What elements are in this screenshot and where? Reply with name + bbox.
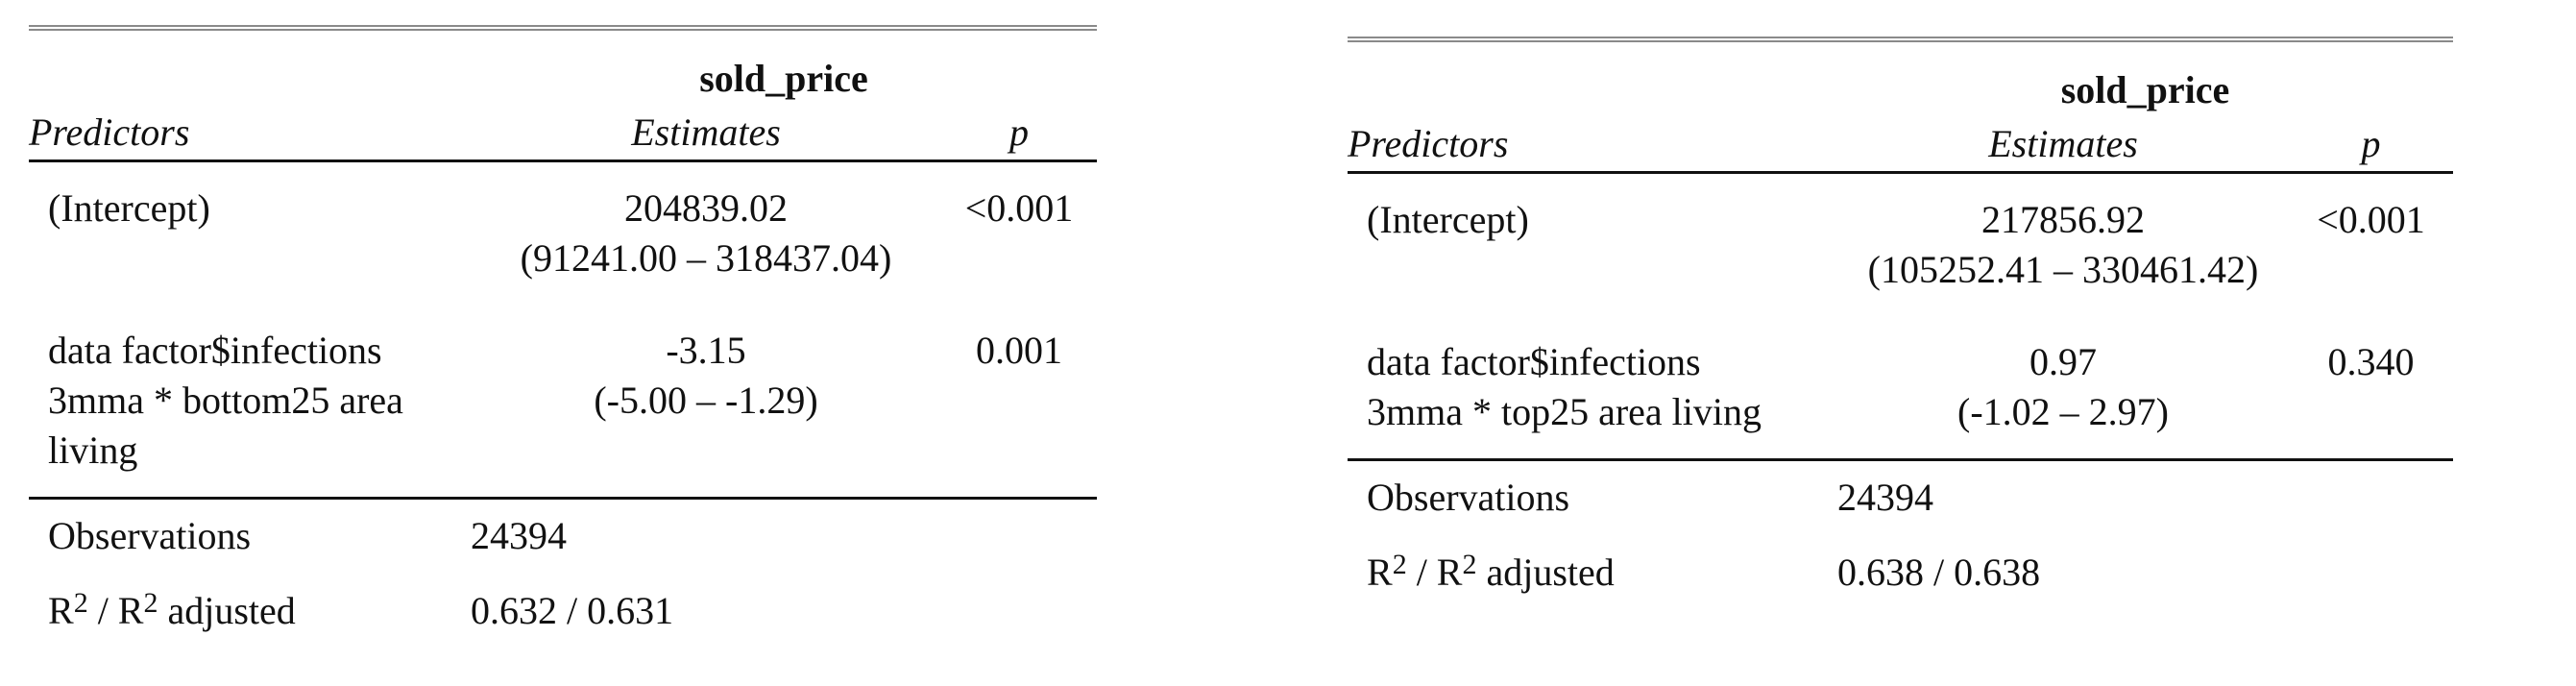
- estimate-cell: 217856.92 (105252.41 – 330461.42): [1837, 173, 2289, 317]
- p-value: <0.001: [964, 186, 1074, 230]
- observations-row: Observations 24394: [1348, 458, 2453, 536]
- regression-table-right: sold_price Predictors Estimates p (Inter…: [1348, 37, 2453, 601]
- r-squared-label: R2 / R2 adjusted: [1367, 549, 1615, 595]
- observations-label: Observations: [29, 497, 471, 575]
- r-squared-row: R2 / R2 adjusted 0.638 / 0.638: [1348, 536, 2453, 601]
- predictors-header: Predictors: [29, 108, 471, 162]
- dependent-variable-label: sold_price: [699, 57, 868, 100]
- observations-row: Observations 24394: [29, 497, 1097, 575]
- observations-value: 24394: [471, 497, 1097, 575]
- predictor-name-line: living: [48, 429, 138, 472]
- regression-table-left: sold_price Predictors Estimates p (Inter…: [29, 25, 1097, 640]
- table-row: (Intercept) 217856.92 (105252.41 – 33046…: [1348, 173, 2453, 317]
- predictor-name: (Intercept): [1367, 198, 1529, 241]
- observations-value: 24394: [1837, 458, 2453, 536]
- observations-label: Observations: [1348, 458, 1837, 536]
- r-squared-value: 0.638 / 0.638: [1837, 551, 2041, 594]
- header-row: Predictors Estimates p: [29, 108, 1097, 162]
- r-squared-value: 0.632 / 0.631: [471, 589, 674, 632]
- estimate-value: 217856.92: [1981, 198, 2145, 241]
- predictor-cell: data factor$infections 3mma * top25 area…: [1348, 316, 1837, 460]
- r-squared-row: R2 / R2 adjusted 0.632 / 0.631: [29, 575, 1097, 640]
- p-value: 0.340: [2327, 340, 2415, 383]
- p-value: <0.001: [2317, 198, 2425, 241]
- predictor-name-line: data factor$infections: [48, 329, 382, 372]
- predictor-cell: (Intercept): [29, 161, 471, 306]
- confidence-interval: (-5.00 – -1.29): [594, 379, 818, 422]
- table-row: (Intercept) 204839.02 (91241.00 – 318437…: [29, 161, 1097, 306]
- estimates-header: Estimates: [471, 108, 941, 162]
- table-row: data factor$infections 3mma * top25 area…: [1348, 316, 2453, 460]
- estimate-value: 0.97: [2029, 340, 2097, 383]
- dependent-variable-row: sold_price: [29, 31, 1097, 108]
- r-squared-label: R2 / R2 adjusted: [48, 587, 296, 633]
- predictor-name-line: 3mma * top25 area living: [1367, 390, 1762, 433]
- p-header: p: [2289, 119, 2453, 174]
- table-row: data factor$infections 3mma * bottom25 a…: [29, 305, 1097, 499]
- header-row: Predictors Estimates p: [1348, 119, 2453, 174]
- estimate-cell: 0.97 (-1.02 – 2.97): [1837, 316, 2289, 460]
- confidence-interval: (-1.02 – 2.97): [1957, 390, 2169, 433]
- estimate-cell: 204839.02 (91241.00 – 318437.04): [471, 161, 941, 306]
- estimates-header: Estimates: [1837, 119, 2289, 174]
- predictor-name-line: 3mma * bottom25 area: [48, 379, 403, 422]
- predictors-header: Predictors: [1348, 119, 1837, 174]
- estimate-value: 204839.02: [624, 186, 788, 230]
- p-value: 0.001: [976, 329, 1062, 372]
- p-header: p: [941, 108, 1097, 162]
- dependent-variable-label: sold_price: [2060, 68, 2230, 111]
- confidence-interval: (105252.41 – 330461.42): [1867, 248, 2259, 291]
- confidence-interval: (91241.00 – 318437.04): [520, 236, 892, 280]
- estimate-cell: -3.15 (-5.00 – -1.29): [471, 305, 941, 499]
- predictor-cell: (Intercept): [1348, 173, 1837, 317]
- predictor-name-line: data factor$infections: [1367, 340, 1701, 383]
- dependent-variable-row: sold_price: [1348, 42, 2453, 119]
- predictor-name: (Intercept): [48, 186, 210, 230]
- predictor-cell: data factor$infections 3mma * bottom25 a…: [29, 305, 471, 499]
- estimate-value: -3.15: [666, 329, 746, 372]
